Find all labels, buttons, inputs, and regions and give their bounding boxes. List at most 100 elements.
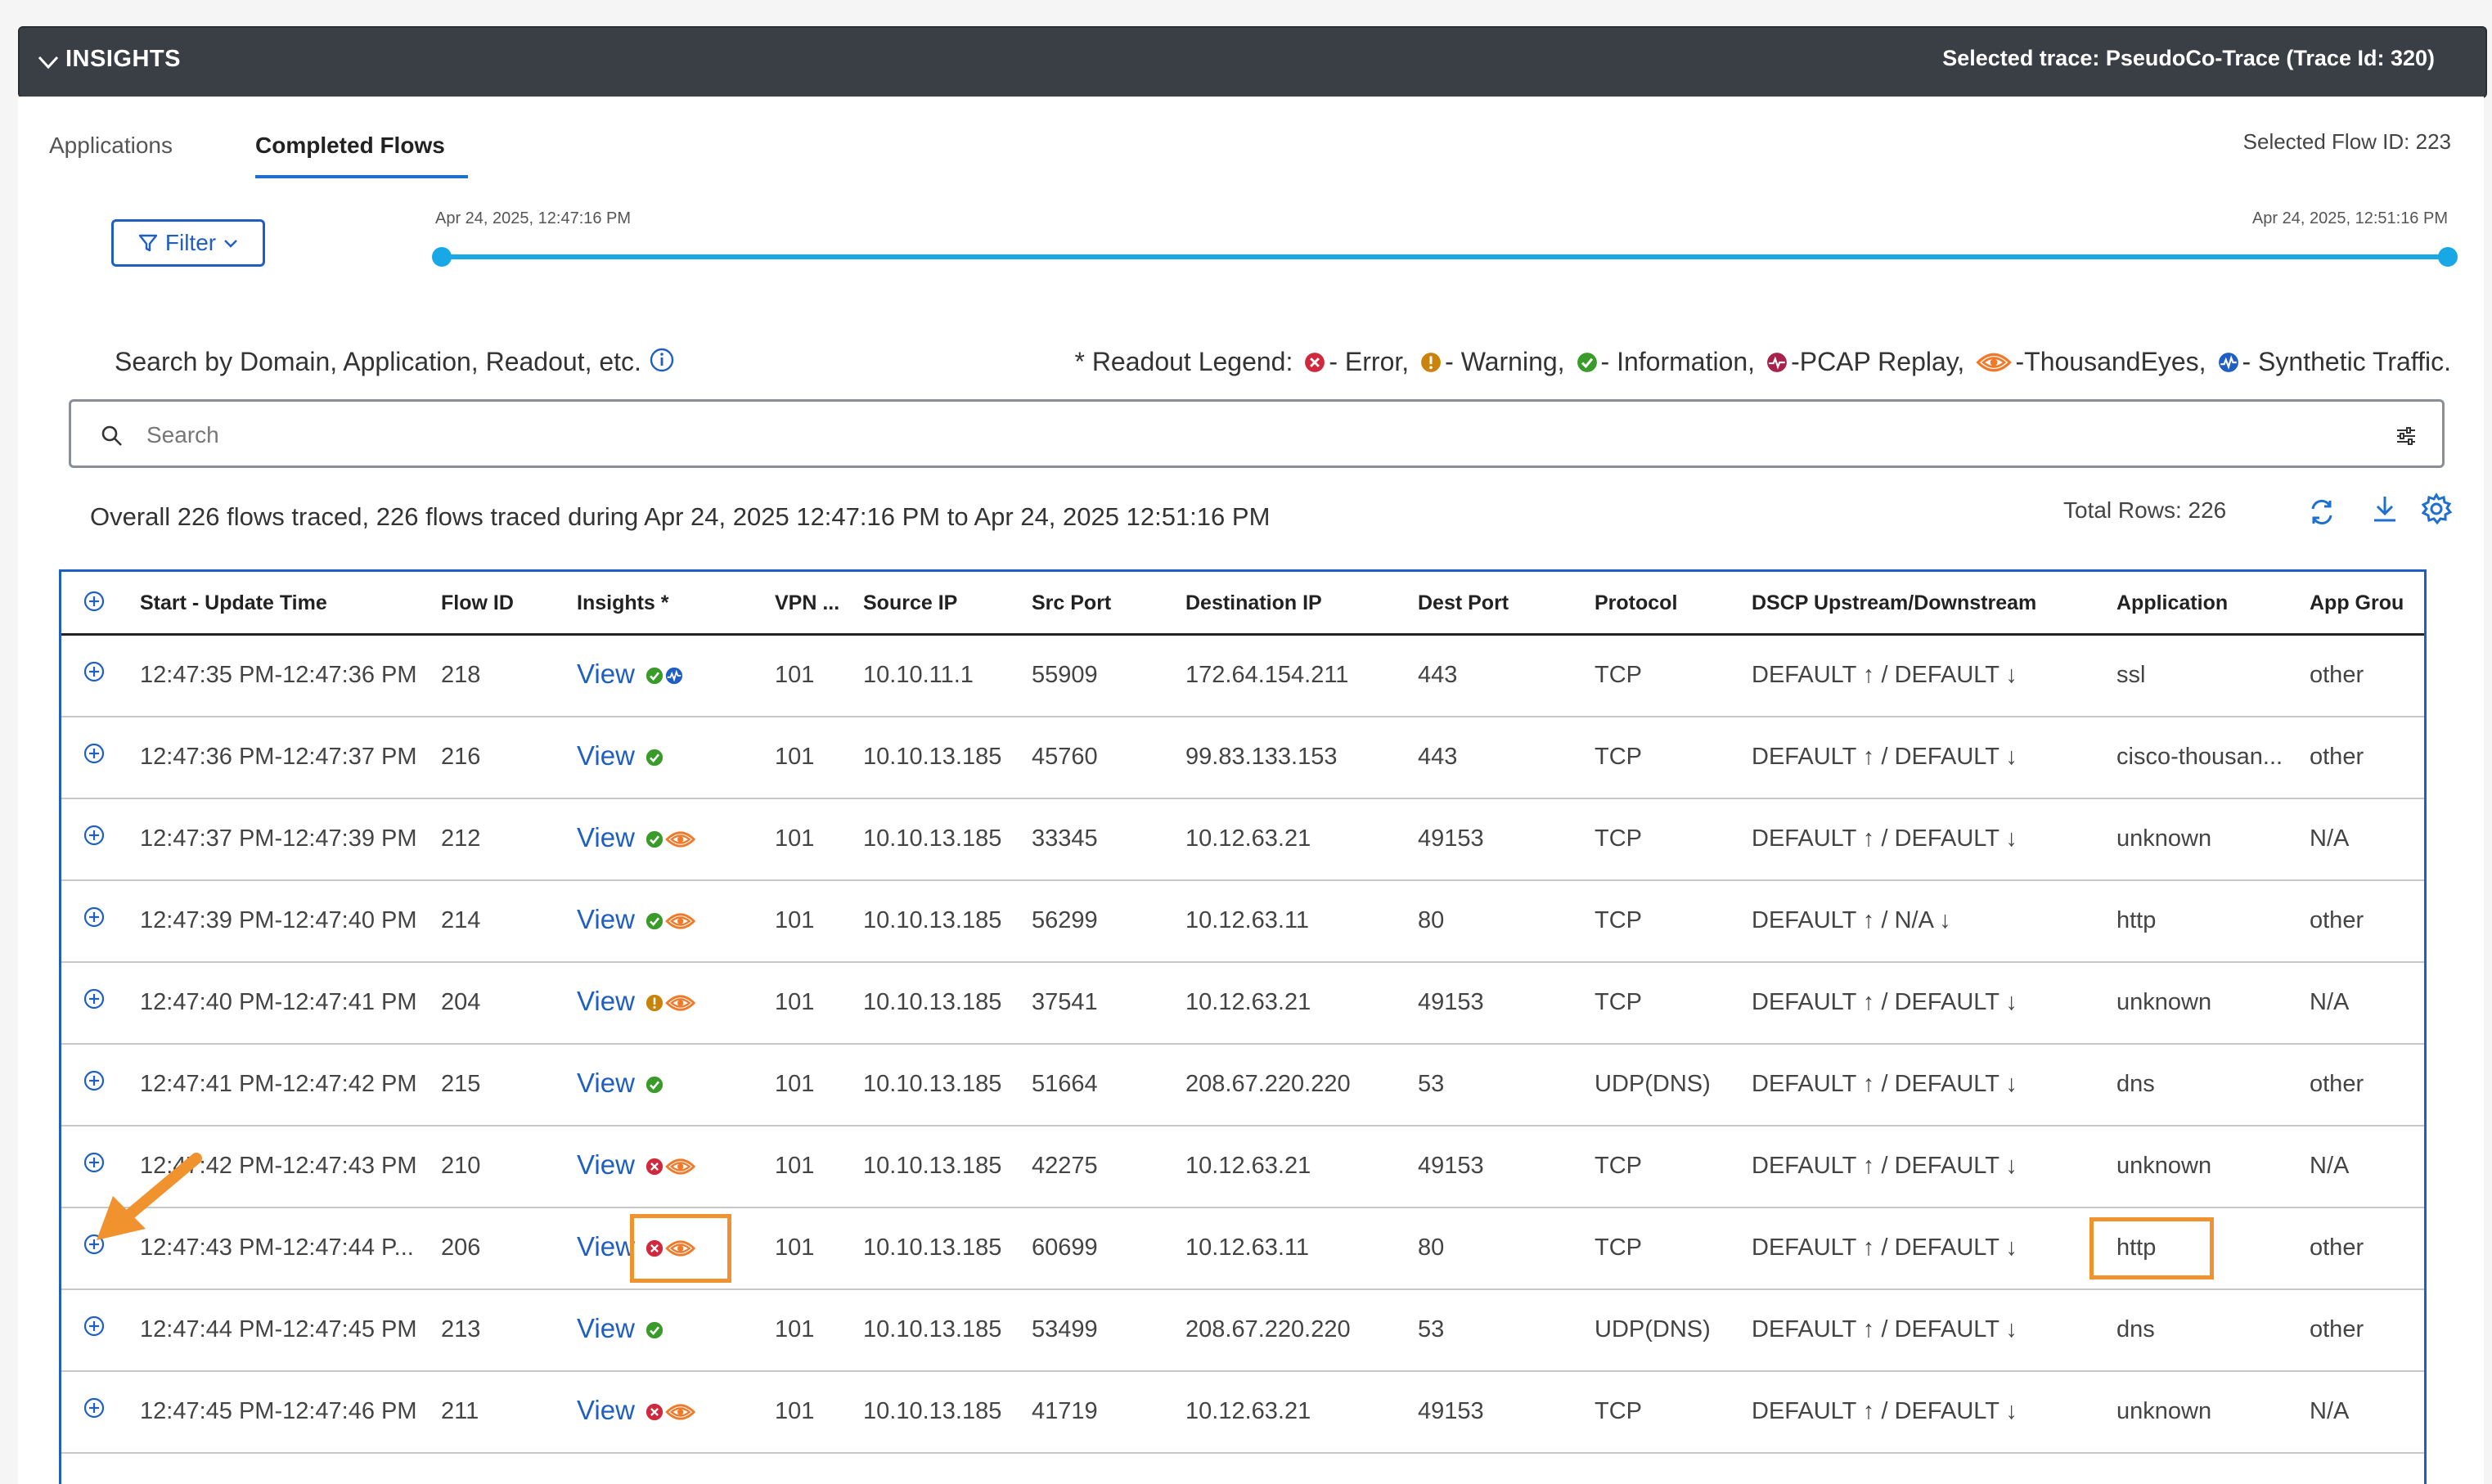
expand-row-icon[interactable] [83, 1396, 106, 1419]
insights-header[interactable]: INSIGHTS Selected trace: PseudoCo-Trace … [18, 26, 2487, 98]
column-header[interactable]: App Grou [2310, 591, 2404, 614]
cell-src-port: 41719 [1032, 1398, 1098, 1424]
filter-label: Filter [164, 230, 217, 255]
cell-application: cisco-thousan... [2116, 744, 2283, 770]
column-header[interactable]: Destination IP [1185, 591, 1322, 614]
cell-dscp: DEFAULT ↑ / DEFAULT ↓ [1752, 744, 2017, 770]
table-row[interactable]: 12:47:44 PM-12:47:45 PM 213 View 101 10.10.1… [61, 1290, 2424, 1372]
cell-src-port: 37541 [1032, 989, 1098, 1015]
column-header[interactable]: VPN ... [775, 591, 840, 614]
table-row[interactable]: 12:47:36 PM-12:47:37 PM 216 View 101 10.10.1… [61, 717, 2424, 799]
expand-all-icon[interactable] [83, 590, 106, 613]
cell-start-update-time: 12:47:44 PM-12:47:45 PM [140, 1316, 417, 1342]
column-header[interactable]: Protocol [1595, 591, 1678, 614]
chevron-down-icon[interactable] [36, 49, 61, 74]
search-box[interactable] [69, 399, 2445, 468]
flow-summary: Overall 226 flows traced, 226 flows trac… [90, 502, 1271, 531]
column-header[interactable]: Dest Port [1418, 591, 1509, 614]
information-icon [645, 749, 663, 767]
view-link[interactable]: View [577, 904, 635, 934]
cell-app-group: other [2310, 1316, 2364, 1342]
table-row[interactable]: 12:47:43 PM-12:47:44 P... 206 View 101 10.10… [61, 1208, 2424, 1290]
cell-src-port: 33345 [1032, 825, 1098, 852]
view-link[interactable]: View [577, 822, 635, 852]
cell-dest-port: 80 [1418, 1234, 1445, 1261]
table-row[interactable]: 12:47:37 PM-12:47:39 PM 212 View 101 10.10.1… [61, 799, 2424, 881]
view-link[interactable]: View [577, 1395, 635, 1425]
cell-src-port: 60699 [1032, 1234, 1098, 1261]
expand-row-icon[interactable] [83, 660, 106, 683]
thousandeyes-icon [665, 1240, 696, 1257]
cell-app-group: other [2310, 744, 2364, 770]
expand-row-icon[interactable] [83, 1315, 106, 1338]
legend-item: - Warning, [1409, 347, 1565, 377]
search-input[interactable] [145, 416, 2357, 454]
cell-application: unknown [2116, 989, 2212, 1015]
cell-application: dns [2116, 1316, 2155, 1342]
tab-completed-flows[interactable]: Completed Flows [255, 133, 445, 158]
table-row[interactable]: 12:47:39 PM-12:47:40 PM 214 View 101 10.10.1… [61, 881, 2424, 963]
gear-icon[interactable] [2420, 492, 2453, 525]
tab-applications[interactable]: Applications [49, 133, 173, 158]
cell-dest-port: 49153 [1418, 1153, 1484, 1179]
view-link[interactable]: View [577, 659, 635, 689]
cell-destination-ip: 208.67.220.220 [1185, 1071, 1351, 1097]
view-link[interactable]: View [577, 740, 635, 771]
view-link[interactable]: View [577, 1149, 635, 1180]
view-link[interactable]: View [577, 1068, 635, 1098]
column-header[interactable]: Insights * [577, 591, 669, 614]
cell-start-update-time: 12:47:36 PM-12:47:37 PM [140, 744, 417, 770]
expand-row-icon[interactable] [83, 1233, 106, 1256]
filter-button[interactable]: Filter [111, 219, 265, 267]
expand-row-icon[interactable] [83, 987, 106, 1010]
table-row[interactable]: 12:47:45 PM-12:47:46 PM 211 View 101 10.10.1… [61, 1372, 2424, 1454]
cell-app-group: other [2310, 907, 2364, 933]
cell-flow-id: 206 [441, 1234, 481, 1261]
cell-vpn: 101 [775, 825, 815, 852]
insight-icons [645, 667, 683, 685]
cell-dscp: DEFAULT ↑ / DEFAULT ↓ [1752, 1071, 2017, 1097]
sliders-icon[interactable] [2395, 425, 2418, 447]
cell-flow-id: 213 [441, 1316, 481, 1342]
cell-flow-id: 211 [441, 1398, 479, 1424]
legend-item-label: - Synthetic Traffic. [2242, 347, 2452, 376]
cell-app-group: N/A [2310, 825, 2350, 852]
table-row[interactable]: 12:47:40 PM-12:47:41 PM 204 View 101 10.10.1… [61, 963, 2424, 1045]
expand-row-icon[interactable] [83, 1151, 106, 1174]
column-header[interactable]: Flow ID [441, 591, 514, 614]
refresh-icon[interactable] [2307, 497, 2337, 527]
column-header[interactable]: DSCP Upstream/Downstream [1752, 591, 2037, 614]
thousandeyes-icon [665, 831, 696, 848]
view-link[interactable]: View [577, 1313, 635, 1343]
view-link[interactable]: View [577, 986, 635, 1016]
column-header[interactable]: Application [2116, 591, 2229, 614]
expand-row-icon[interactable] [83, 824, 106, 847]
cell-destination-ip: 172.64.154.211 [1185, 662, 1349, 688]
time-range-slider[interactable] [440, 254, 2448, 259]
cell-src-port: 53499 [1032, 1316, 1098, 1342]
cell-protocol: TCP [1595, 1153, 1642, 1179]
slider-handle-start[interactable] [432, 247, 452, 267]
view-link[interactable]: View [577, 1231, 635, 1261]
column-header[interactable]: Start - Update Time [140, 591, 327, 614]
column-header[interactable]: Source IP [863, 591, 958, 614]
error-icon [645, 1403, 663, 1421]
download-icon[interactable] [2371, 494, 2399, 524]
cell-vpn: 101 [775, 907, 815, 933]
warning-icon [1421, 352, 1442, 372]
cell-app-group: N/A [2310, 1153, 2350, 1179]
expand-row-icon[interactable] [83, 1069, 106, 1092]
cell-application: ssl [2116, 662, 2146, 688]
slider-handle-end[interactable] [2438, 247, 2458, 267]
table-row[interactable]: 12:47:42 PM-12:47:43 PM 210 View 101 10.10.1… [61, 1126, 2424, 1208]
filter-icon [138, 234, 158, 252]
legend-items: - Error, - Warning, - Information, -PCAP Re… [1293, 347, 2451, 377]
chevron-down-icon [224, 240, 237, 248]
insight-icons [645, 1158, 696, 1176]
table-row[interactable]: 12:47:41 PM-12:47:42 PM 215 View 101 10.10.1… [61, 1045, 2424, 1126]
info-circle-icon[interactable] [649, 347, 675, 373]
expand-row-icon[interactable] [83, 906, 106, 929]
column-header[interactable]: Src Port [1032, 591, 1112, 614]
expand-row-icon[interactable] [83, 742, 106, 765]
table-row[interactable]: 12:47:35 PM-12:47:36 PM 218 View 101 10.10.1… [61, 636, 2424, 717]
